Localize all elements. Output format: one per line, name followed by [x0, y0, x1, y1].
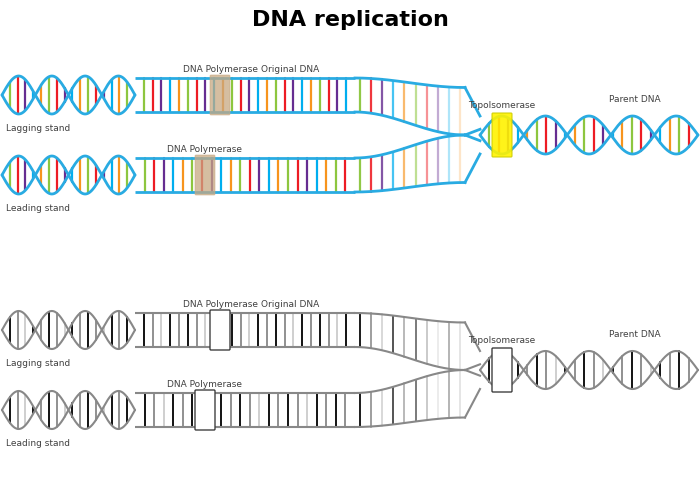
Text: DNA replication: DNA replication: [251, 10, 449, 30]
Text: Original DNA: Original DNA: [261, 65, 319, 74]
Text: Leading stand: Leading stand: [6, 204, 70, 213]
FancyBboxPatch shape: [195, 155, 215, 195]
FancyBboxPatch shape: [492, 113, 512, 157]
Text: DNA Polymerase: DNA Polymerase: [167, 380, 242, 389]
FancyBboxPatch shape: [195, 390, 215, 430]
Text: Original DNA: Original DNA: [261, 300, 319, 309]
Text: DNA Polymerase: DNA Polymerase: [183, 65, 258, 74]
Text: Lagging stand: Lagging stand: [6, 124, 70, 133]
FancyBboxPatch shape: [210, 310, 230, 350]
Text: Topolsomerase: Topolsomerase: [468, 336, 536, 345]
Text: Topolsomerase: Topolsomerase: [468, 101, 536, 110]
FancyBboxPatch shape: [492, 348, 512, 392]
FancyBboxPatch shape: [210, 75, 230, 115]
Text: DNA Polymerase: DNA Polymerase: [167, 145, 242, 154]
Text: Parent DNA: Parent DNA: [609, 330, 661, 339]
Text: Parent DNA: Parent DNA: [609, 95, 661, 104]
Text: DNA Polymerase: DNA Polymerase: [183, 300, 258, 309]
Text: Leading stand: Leading stand: [6, 439, 70, 448]
Text: Lagging stand: Lagging stand: [6, 359, 70, 368]
